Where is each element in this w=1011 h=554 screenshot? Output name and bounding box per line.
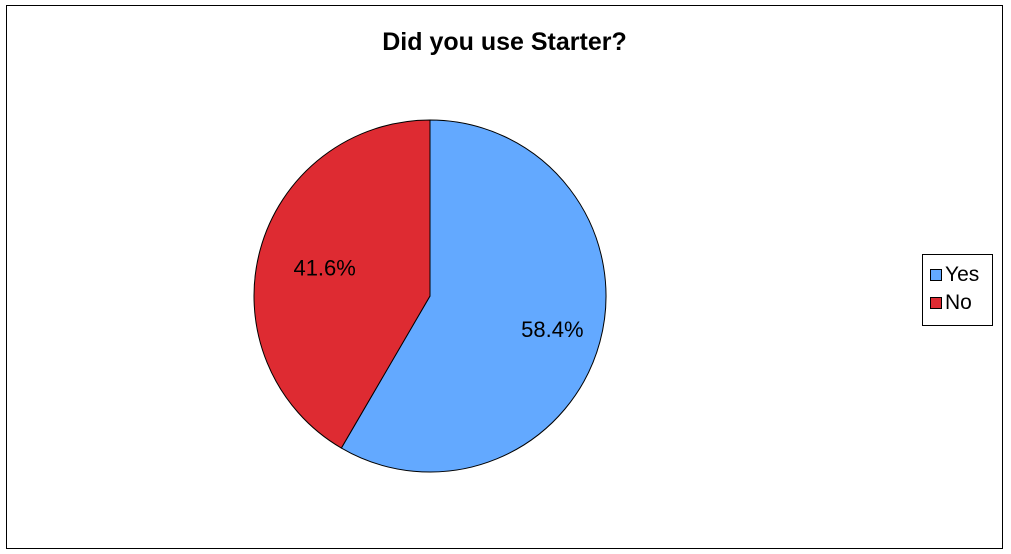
legend-item-yes: Yes <box>923 261 992 289</box>
legend-label-no: No <box>945 291 972 314</box>
data-label-yes: 58.4% <box>521 317 583 342</box>
pie-chart: 58.4% 41.6% <box>253 119 607 473</box>
legend-item-no: No <box>923 289 992 317</box>
pie-slice-no <box>253 119 431 449</box>
pie-slice-yes <box>340 119 607 473</box>
chart-title: Did you use Starter? <box>382 28 627 56</box>
legend-swatch-no <box>930 297 942 309</box>
chart-frame: Did you use Starter? 58.4% 41.6% Yes No <box>6 5 1003 549</box>
legend-swatch-yes <box>930 269 942 281</box>
legend-label-yes: Yes <box>945 263 980 286</box>
data-label-no: 41.6% <box>293 256 355 281</box>
legend: Yes No <box>922 254 993 326</box>
